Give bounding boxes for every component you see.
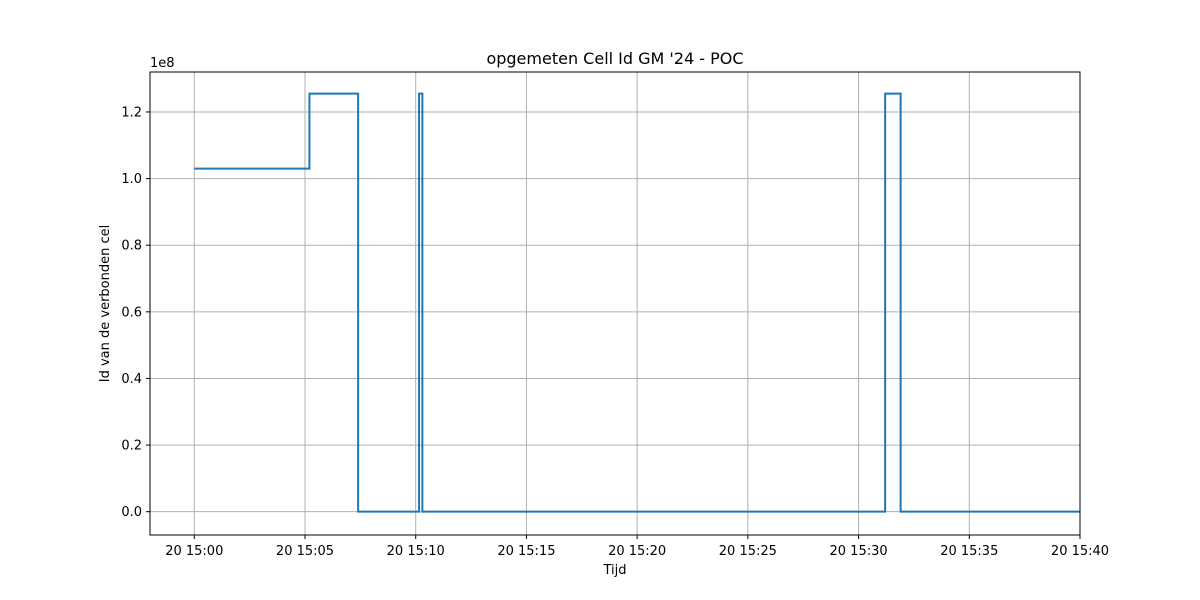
plot-frame <box>149 71 1081 536</box>
x-axis-label: Tijd <box>602 563 626 578</box>
y-tick-label: 0.2 <box>121 439 142 454</box>
x-tick-label: 20 15:35 <box>940 544 998 559</box>
x-tick-label: 20 15:30 <box>830 544 888 559</box>
x-tick-label: 20 15:20 <box>608 544 666 559</box>
series-layer <box>194 92 1080 513</box>
x-axis: 20 15:00 20 15:05 20 15:10 20 15:15 20 15:20… <box>165 535 1109 559</box>
y-tick-label: 1.2 <box>121 105 142 120</box>
x-tick-label: 20 15:15 <box>497 544 555 559</box>
series-line <box>194 92 1080 513</box>
y-tick-label: 0.6 <box>121 305 142 320</box>
x-tick-label: 20 15:25 <box>719 544 777 559</box>
y-axis-label: Id van de verbonden cel <box>98 225 113 383</box>
x-tick-label: 20 15:10 <box>387 544 445 559</box>
chart-title: opgemeten Cell Id GM '24 - POC <box>486 49 743 68</box>
x-tick-label: 20 15:05 <box>276 544 334 559</box>
y-axis-offset-text: 1e8 <box>150 56 175 71</box>
y-axis: 0.0 0.2 0.4 0.6 0.8 1.0 1.2 <box>121 105 150 520</box>
y-tick-label: 0.0 <box>121 505 142 520</box>
x-tick-label: 20 15:00 <box>165 544 223 559</box>
y-tick-label: 0.8 <box>121 239 142 254</box>
y-tick-label: 1.0 <box>121 172 142 187</box>
y-tick-label: 0.4 <box>121 372 142 387</box>
x-tick-label: 20 15:40 <box>1051 544 1109 559</box>
